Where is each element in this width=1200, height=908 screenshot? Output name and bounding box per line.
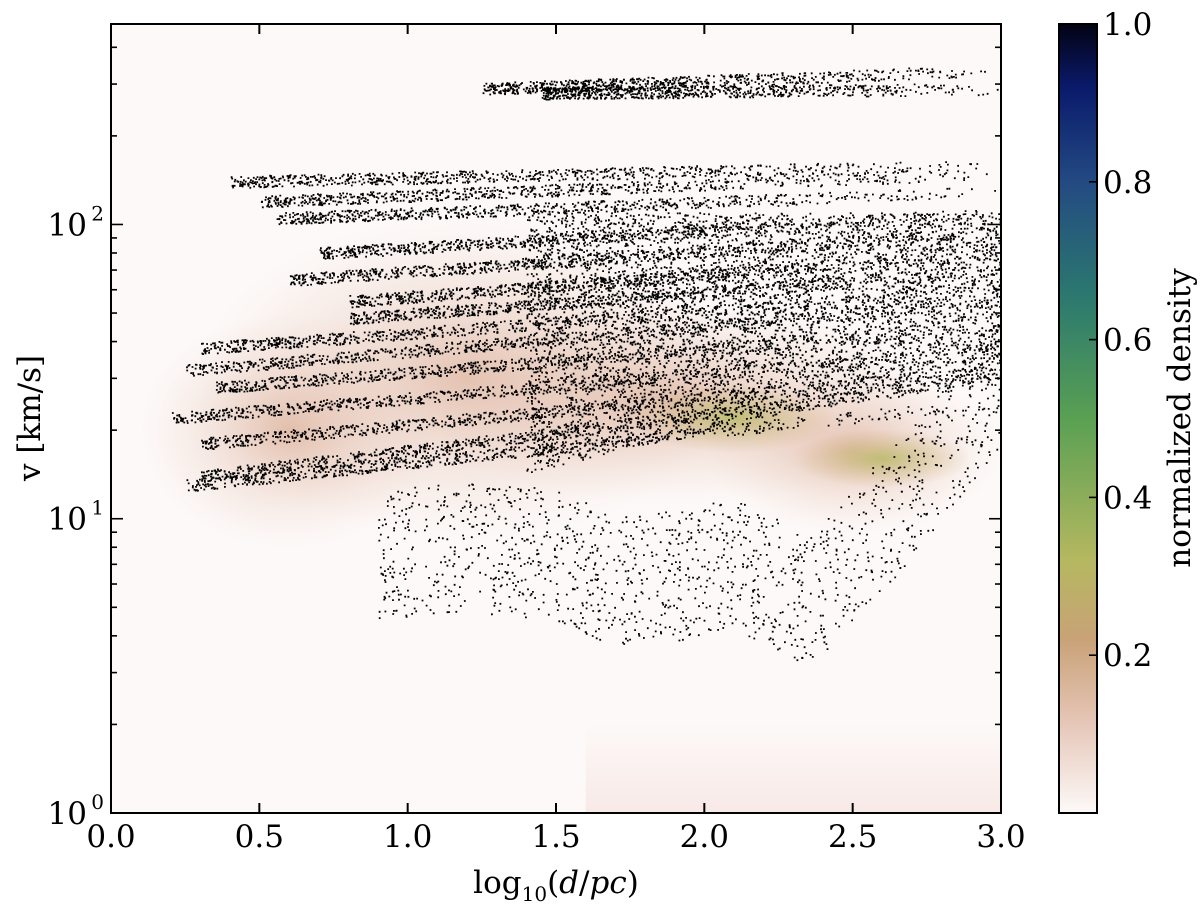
colorbar-ticks: 0.2 0.4 0.6 0.8 1.0 — [1089, 7, 1152, 674]
x-tick-label: 2.0 — [680, 819, 729, 855]
x-tick-label: 3.0 — [976, 819, 1025, 855]
density-low-tint — [585, 724, 1001, 813]
y-tick-label: 10 — [48, 207, 87, 243]
y-axis-title: v [km/s] — [12, 355, 48, 482]
y-tick-label: 10 — [48, 502, 87, 538]
colorbar-tick-label: 0.6 — [1103, 323, 1152, 359]
density-blob-4 — [793, 429, 972, 489]
scatter-points — [171, 67, 1002, 662]
y-tick-label: 10 — [48, 796, 87, 832]
colorbar-tick-label: 1.0 — [1103, 7, 1152, 43]
scatter-dots — [171, 67, 1002, 662]
x-axis-title: log10(d/pc) — [473, 865, 639, 906]
colorbar-tick-label: 0.4 — [1103, 480, 1152, 516]
x-tick-label: 2.5 — [828, 819, 877, 855]
x-tick-label: 1.5 — [531, 819, 580, 855]
x-tick-label: 1.0 — [383, 819, 432, 855]
colorbar-tick-label: 0.8 — [1103, 165, 1152, 201]
colorbar — [1058, 23, 1098, 814]
y-tick-exponent: 0 — [91, 790, 104, 814]
x-tick-label: 0.0 — [86, 819, 135, 855]
colorbar-label: normalized density — [1162, 268, 1198, 568]
x-tick-label: 0.5 — [235, 819, 284, 855]
y-tick-exponent: 1 — [91, 496, 104, 520]
x-axis-ticks: 0.0 0.5 1.0 1.5 2.0 2.5 3.0 — [86, 24, 1026, 855]
colorbar-tick-label: 0.2 — [1103, 638, 1152, 674]
y-tick-exponent: 2 — [91, 201, 104, 225]
